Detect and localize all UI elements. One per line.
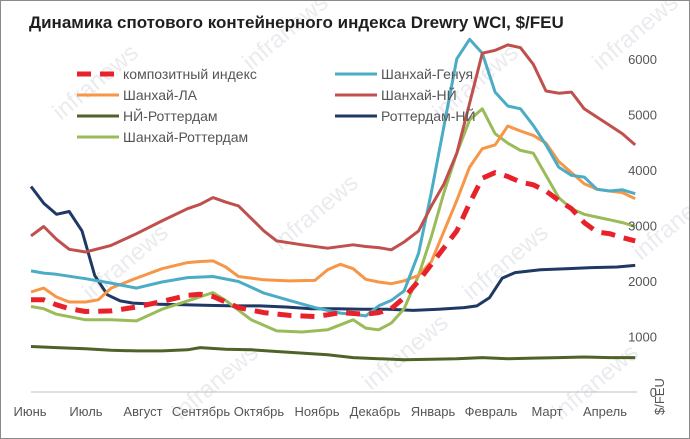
y-tick-label: 2000 <box>628 274 657 289</box>
series-line <box>31 170 636 319</box>
y-tick-label: 0 <box>650 385 657 400</box>
chart-title: Динамика спотового контейнерного индекса… <box>29 13 564 32</box>
legend-item: Шанхай-Генуя <box>335 66 473 82</box>
x-tick-label: Февраль <box>465 404 518 419</box>
legend-item: Роттердам-НЙ <box>335 107 476 124</box>
legend: композитный индекс Шанхай-Генуя Шанхай-ЛА Ш… <box>77 66 476 145</box>
y-axis-ticks: 0 1000 2000 3000 4000 5000 6000 <box>628 52 657 400</box>
x-tick-label: Сентябрь <box>172 404 230 419</box>
x-tick-label: Июнь <box>13 404 46 419</box>
x-tick-label: Июль <box>69 404 102 419</box>
x-tick-label: Ноябрь <box>294 404 339 419</box>
series-line <box>29 185 636 312</box>
x-tick-label: Октябрь <box>234 404 285 419</box>
legend-item: композитный индекс <box>77 66 257 82</box>
y-tick-label: 3000 <box>628 218 657 233</box>
y-tick-label: 5000 <box>628 107 657 122</box>
series-layer <box>29 37 637 362</box>
legend-label: композитный индекс <box>123 66 257 82</box>
legend-label: Шанхай-Генуя <box>381 66 473 82</box>
x-tick-label: Август <box>123 404 162 419</box>
x-tick-label: Декабрь <box>350 404 401 419</box>
legend-item: НЙ-Роттердам <box>77 107 218 124</box>
x-tick-label: Январь <box>411 404 456 419</box>
series-line <box>30 43 637 254</box>
y-tick-label: 6000 <box>628 52 657 67</box>
legend-label: Шанхай-ЛА <box>123 87 198 103</box>
watermark-text: infranews <box>358 309 454 396</box>
series-line <box>30 345 636 362</box>
legend-item: Шанхай-ЛА <box>77 87 198 103</box>
x-tick-label: Апрель <box>583 404 627 419</box>
y-tick-label: 4000 <box>628 163 657 178</box>
legend-item: Шанхай-Роттердам <box>77 129 248 145</box>
y-tick-label: 1000 <box>628 329 657 344</box>
legend-label: НЙ-Роттердам <box>123 107 218 124</box>
watermark-layer: infranewsinfranewsinfranewsinfranewsinfr… <box>48 1 689 426</box>
legend-label: Шанхай-Роттердам <box>123 129 248 145</box>
y-axis-unit-label: $/FEU <box>652 378 667 415</box>
legend-item: Шанхай-НЙ <box>335 86 457 103</box>
x-tick-label: Март <box>531 404 562 419</box>
series-line <box>30 37 636 318</box>
watermark-text: infranews <box>458 219 554 306</box>
x-axis-ticks: Июнь Июль Август Сентябрь Октябрь Ноябрь Декаб… <box>13 404 627 419</box>
legend-label: Роттердам-НЙ <box>381 107 476 124</box>
legend-label: Шанхай-НЙ <box>381 86 457 103</box>
